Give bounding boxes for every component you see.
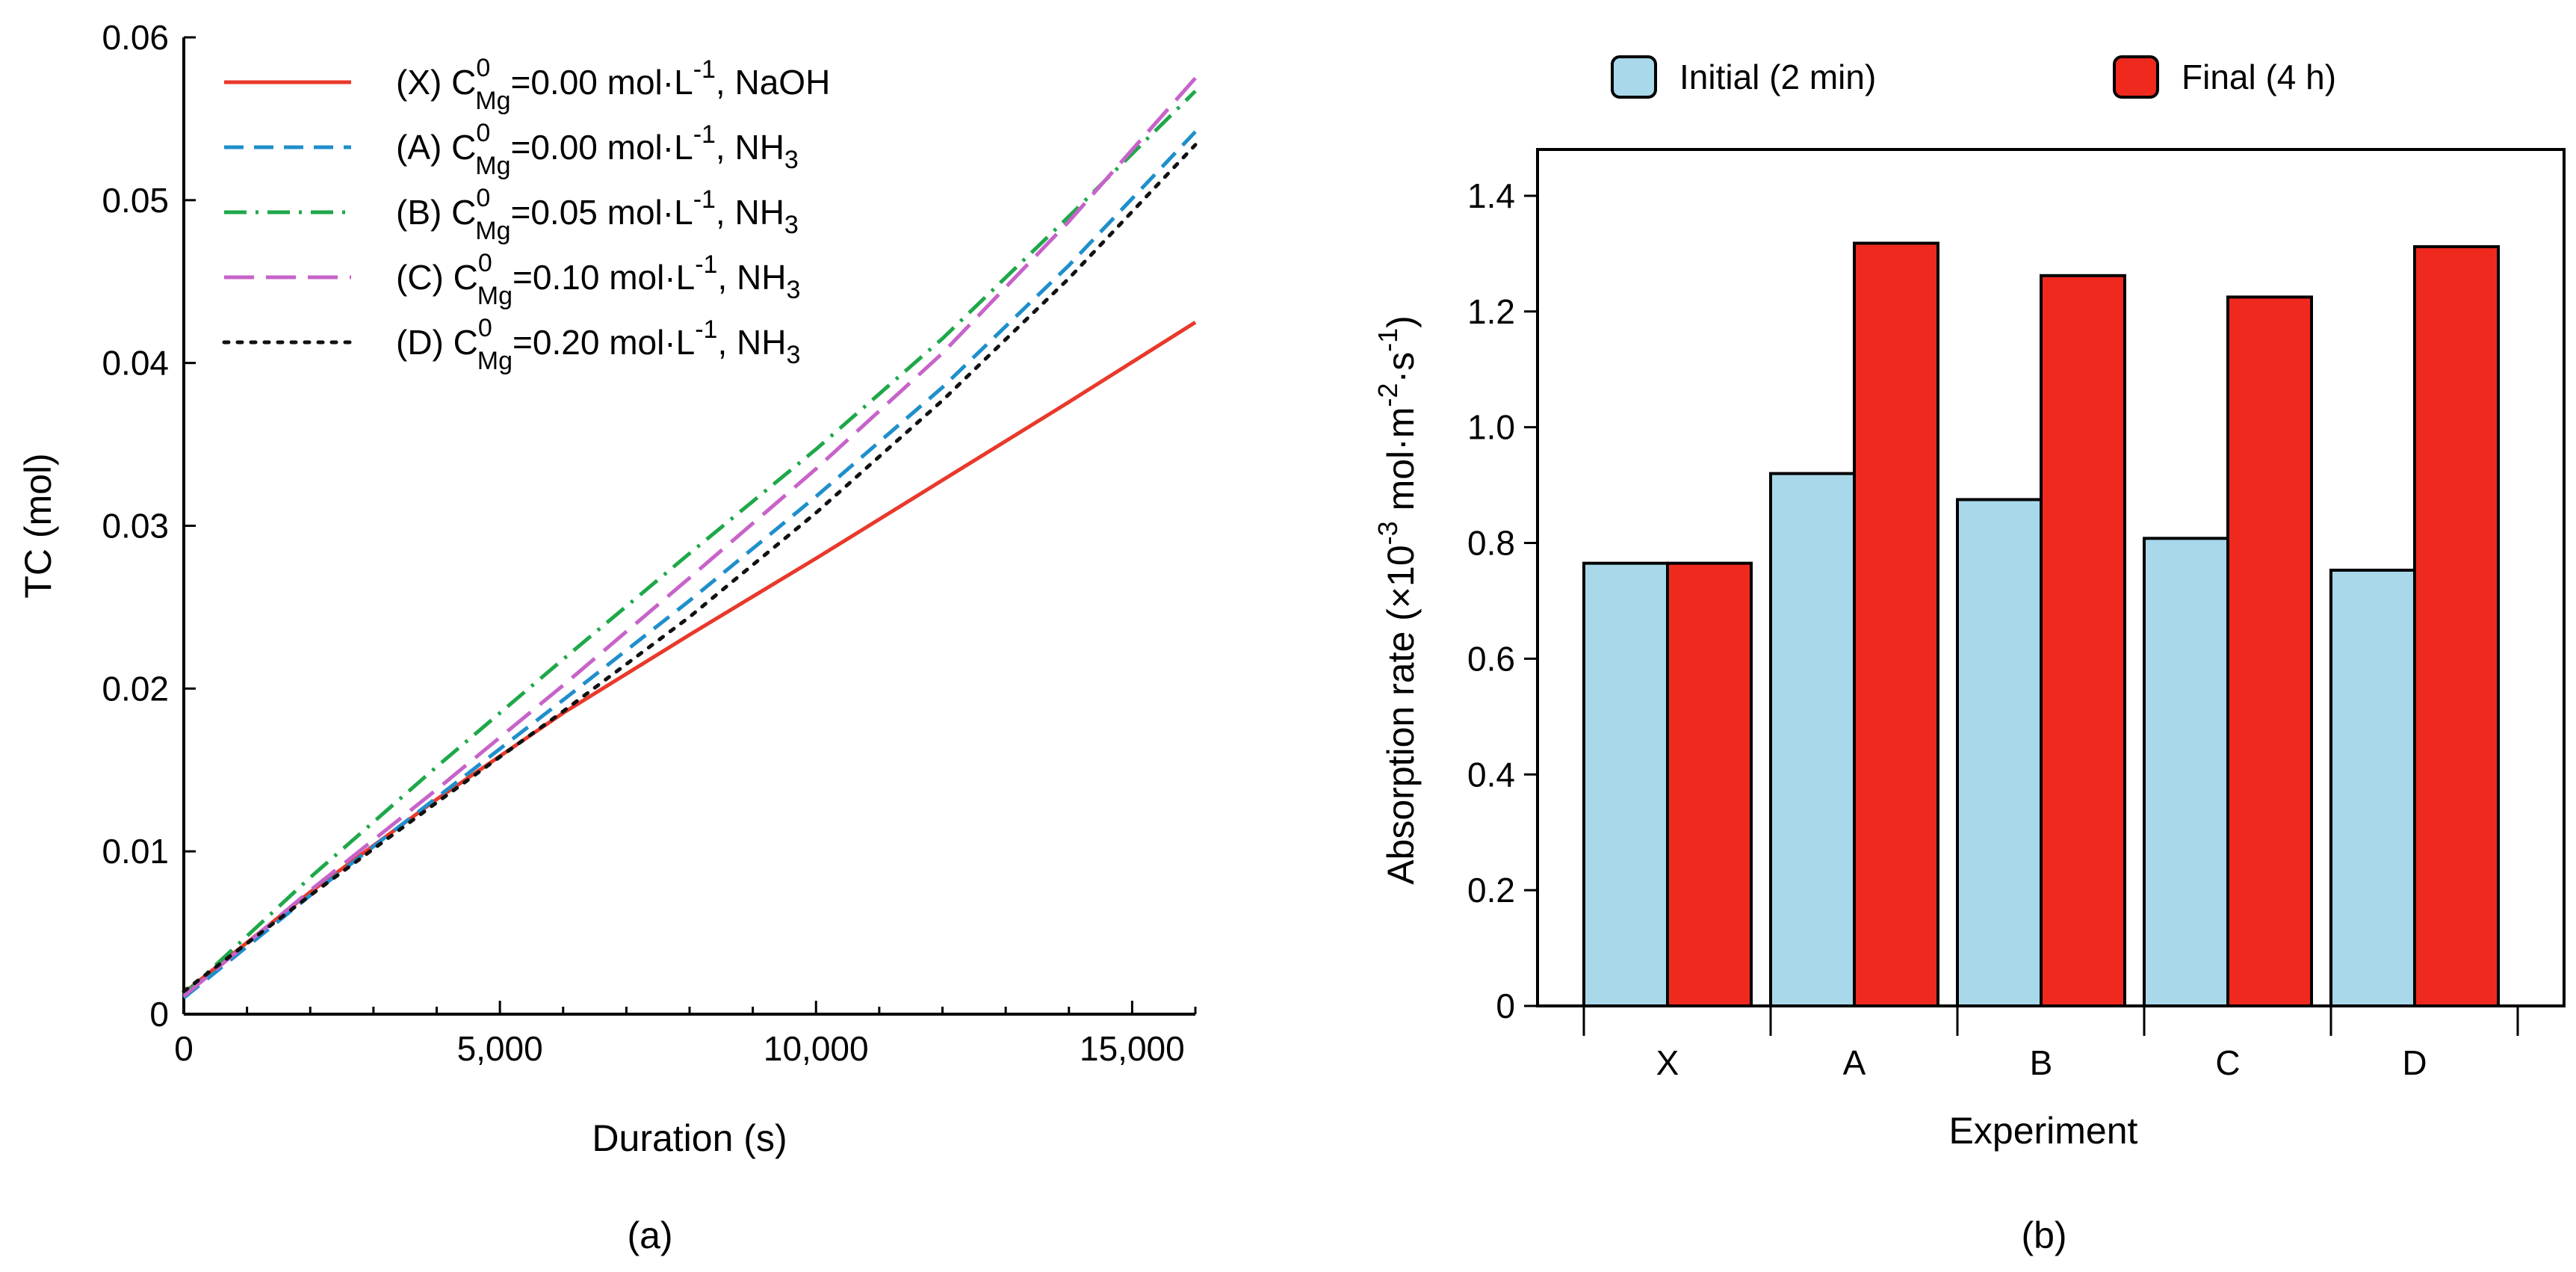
- legend-text-part: =0.00 mol·L: [510, 128, 693, 167]
- legend-entry: (C) C0 Mg=0.10 mol·L-1, NH3: [396, 249, 800, 310]
- legend-subscript: Mg: [475, 87, 510, 115]
- x-tick-label: A: [1843, 1043, 1866, 1082]
- line-chart-panel-a: 0 0.01 0.02 0.03 0.04 0.05 0.06 0 5,000 10,000 15,…: [17, 18, 1198, 1256]
- legend-superscript: 0: [478, 314, 492, 342]
- legend-superscript: 0: [476, 54, 490, 82]
- y-title-superscript: -3: [1372, 521, 1403, 545]
- series-line: [182, 90, 1197, 996]
- legend-text-part: (C) C: [396, 258, 478, 297]
- series-line: [182, 76, 1197, 998]
- legend-subscript: 3: [786, 276, 800, 304]
- y-tick-label: 1.2: [1467, 292, 1515, 331]
- series-line: [182, 130, 1197, 1000]
- x-tick-label: 0: [174, 1029, 193, 1068]
- legend-superscript: -1: [695, 250, 717, 279]
- legend-subscript: 3: [784, 211, 799, 239]
- y-tick-label: 0.06: [102, 18, 169, 57]
- legend-text-part: , NaOH: [716, 63, 830, 102]
- bar: [2040, 274, 2126, 1008]
- y-title-part: Absorption rate (×10: [1380, 545, 1422, 884]
- legend-text-part: , NH: [717, 258, 786, 297]
- y-tick-label: 1.0: [1467, 408, 1515, 447]
- y-tick-label: 0.6: [1467, 639, 1515, 678]
- y-title-part: ): [1380, 315, 1422, 328]
- legend-superscript: 0: [478, 249, 492, 277]
- legend-text-part: (A) C: [396, 128, 476, 167]
- y-tick-label: 0.4: [1467, 755, 1515, 794]
- x-axis-title: Experiment: [1949, 1110, 2138, 1152]
- panel-label-b: (b): [2021, 1214, 2066, 1256]
- y-tick-label: 0.03: [102, 507, 169, 546]
- legend-text-part: (B) C: [396, 193, 476, 232]
- legend-subscript: Mg: [477, 347, 513, 375]
- legend-subscript: 3: [784, 146, 799, 174]
- y-tick-label: 0.01: [102, 832, 169, 871]
- legend-text-part: (D) C: [396, 323, 478, 362]
- legend-subscript: Mg: [475, 152, 510, 180]
- y-tick-label: 0.05: [102, 181, 169, 220]
- x-tick-label: 5,000: [457, 1029, 543, 1068]
- x-tick-label: 15,000: [1080, 1029, 1185, 1068]
- legend-text-part: , NH: [716, 128, 784, 167]
- legend-superscript: -1: [695, 315, 717, 344]
- series-line: [182, 321, 1197, 995]
- y-tick-label: 0.8: [1467, 524, 1515, 563]
- y-title-part: ·s: [1380, 352, 1422, 383]
- bar: [1666, 561, 1753, 1007]
- legend-entry: (A) C0 Mg=0.00 mol·L-1, NH3: [396, 119, 799, 180]
- bar: [1853, 241, 1939, 1007]
- x-tick-label: 10,000: [764, 1029, 869, 1068]
- legend-text-part: =0.20 mol·L: [513, 323, 695, 362]
- bar: [1956, 498, 2043, 1007]
- legend-text-part: =0.05 mol·L: [510, 193, 693, 232]
- bar: [2329, 568, 2416, 1007]
- legend-swatch: [2113, 55, 2159, 99]
- legend-text-part: , NH: [716, 193, 784, 232]
- legend-superscript: -1: [693, 55, 716, 84]
- y-axis-title: Absorption rate (×10-3 mol·m-2·s-1): [1372, 315, 1422, 885]
- y-tick-label: 0.04: [102, 344, 169, 383]
- legend-subscript: 3: [786, 341, 800, 369]
- legend-entry: (X) C0 Mg=0.00 mol·L-1, NaOH: [396, 54, 830, 115]
- legend-text-part: , NH: [717, 323, 786, 362]
- bar: [2413, 245, 2500, 1007]
- legend-label: Initial (2 min): [1679, 58, 1876, 96]
- y-tick-label: 0.2: [1467, 871, 1515, 910]
- x-tick-label: C: [2215, 1043, 2240, 1082]
- bar: [2226, 295, 2313, 1007]
- legend-entry: (B) C0 Mg=0.05 mol·L-1, NH3: [396, 184, 799, 245]
- x-tick-label: B: [2030, 1043, 2053, 1082]
- x-tick-label: D: [2402, 1043, 2427, 1082]
- x-axis-title: Duration (s): [592, 1117, 787, 1159]
- x-tick-label: X: [1656, 1043, 1679, 1082]
- legend-label: Final (4 h): [2182, 58, 2336, 96]
- series-line: [182, 143, 1198, 993]
- y-tick-label: 0: [1496, 987, 1515, 1025]
- y-title-part: mol·m: [1380, 407, 1422, 522]
- y-title-superscript: -1: [1372, 328, 1403, 352]
- panel-label-a: (a): [627, 1214, 672, 1256]
- legend-superscript: 0: [476, 184, 490, 212]
- bar: [1582, 561, 1669, 1007]
- y-title-superscript: -2: [1372, 383, 1403, 407]
- legend-superscript: -1: [693, 120, 716, 149]
- y-tick-label: 0.02: [102, 669, 169, 708]
- bar-chart-panel-b: 0 0.2 0.4 0.6 0.8 1.0 1.2 1.4 X A B C D Experiment Abs…: [1372, 55, 2566, 1256]
- legend-subscript: Mg: [475, 217, 510, 245]
- bar: [1769, 472, 1856, 1007]
- y-tick-label: 1.4: [1467, 176, 1515, 215]
- y-axis-title: TC (mol): [17, 453, 59, 598]
- legend-superscript: -1: [693, 185, 716, 214]
- legend-entry: (D) C0 Mg=0.20 mol·L-1, NH3: [396, 314, 800, 375]
- y-tick-label: 0: [149, 995, 169, 1034]
- bar: [2143, 537, 2229, 1007]
- legend-text-part: =0.00 mol·L: [510, 63, 693, 102]
- legend-superscript: 0: [476, 119, 490, 147]
- legend-text-part: (X) C: [396, 63, 476, 102]
- legend-text-part: =0.10 mol·L: [513, 258, 695, 297]
- legend-swatch: [1611, 55, 1657, 99]
- legend-subscript: Mg: [477, 282, 513, 310]
